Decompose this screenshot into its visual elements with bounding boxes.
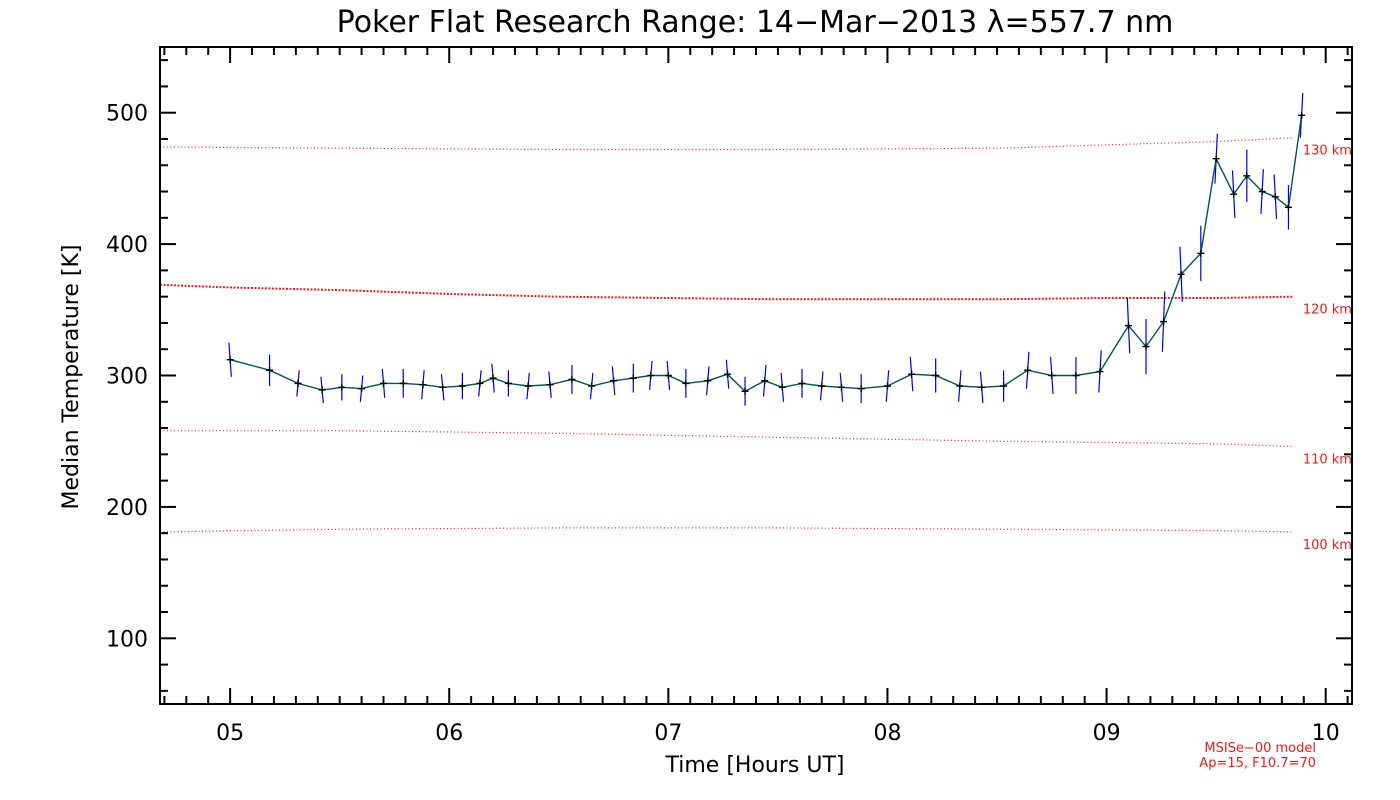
data-point <box>294 379 302 387</box>
x-tick-label: 06 <box>435 721 463 746</box>
data-point <box>1000 382 1008 390</box>
data-point <box>419 381 427 389</box>
data-point <box>664 372 672 379</box>
data-point <box>837 383 845 391</box>
data-point <box>818 382 826 390</box>
x-tick-label: 10 <box>1312 721 1340 746</box>
data-point <box>358 385 366 393</box>
data-point <box>524 382 532 390</box>
chart-title: Poker Flat Research Range: 14−Mar−2013 λ… <box>337 5 1174 40</box>
data-point <box>588 382 596 390</box>
y-tick-label: 100 <box>106 627 148 652</box>
data-point <box>1271 193 1279 201</box>
data-point <box>1197 249 1205 257</box>
y-tick-label: 400 <box>106 233 148 258</box>
data-point <box>682 379 690 387</box>
data-point <box>1024 366 1032 374</box>
model-curve-label-100-km: 100 km <box>1303 538 1352 553</box>
data-point <box>857 385 865 393</box>
data-point <box>226 356 234 364</box>
x-tick-label: 07 <box>654 721 682 746</box>
model-curve-label-130-km: 130 km <box>1303 144 1352 159</box>
data-point <box>380 379 387 387</box>
data-point <box>1096 368 1104 376</box>
data-point <box>568 375 576 383</box>
x-tick-label: 09 <box>1093 721 1121 746</box>
data-point <box>883 382 891 390</box>
data-point <box>1284 203 1292 211</box>
data-point <box>476 379 484 387</box>
data-point <box>1212 155 1220 163</box>
data-point <box>647 372 655 379</box>
x-tick-label: 05 <box>216 721 244 746</box>
data-point <box>956 382 964 390</box>
model-curves-layer: 130 km 120 km 110 km 100 km <box>159 137 1352 553</box>
model-curve-130-km <box>159 137 1293 151</box>
data-point <box>704 377 712 385</box>
data-point <box>761 377 769 385</box>
y-tick-label: 300 <box>106 365 148 390</box>
data-point <box>1177 270 1185 278</box>
data-point <box>610 377 618 385</box>
y-axis-title: Median Temperature [K] <box>59 245 84 510</box>
x-axis-title: Time [Hours UT] <box>665 753 845 778</box>
model-curve-100-km <box>159 527 1293 533</box>
y-tick-label: 200 <box>106 496 148 521</box>
x-tick-label: 08 <box>873 721 901 746</box>
data-point <box>1298 111 1306 119</box>
model-curve-110-km <box>160 430 1293 448</box>
data-series-layer <box>226 92 1306 406</box>
data-point <box>1142 343 1150 351</box>
data-point <box>1230 190 1238 198</box>
data-point <box>1243 172 1251 180</box>
data-point <box>724 370 732 378</box>
data-point <box>741 387 749 395</box>
data-point <box>908 370 916 378</box>
data-point <box>1160 318 1168 326</box>
data-point <box>798 379 806 387</box>
model-curve-120-km <box>159 283 1293 301</box>
data-point <box>546 381 554 389</box>
data-point <box>266 366 274 374</box>
model-curve-label-120-km: 120 km <box>1303 303 1352 318</box>
data-point <box>318 386 326 394</box>
data-point <box>1072 372 1080 379</box>
data-point <box>504 379 512 387</box>
data-point <box>338 383 346 391</box>
model-curve-label-110-km: 110 km <box>1303 452 1352 467</box>
axes: 05 06 07 08 09 10 100 200 300 400 500 <box>106 46 1353 746</box>
series-line <box>229 115 1303 393</box>
data-point <box>1258 188 1266 196</box>
data-point <box>778 383 786 391</box>
data-point <box>932 372 940 379</box>
data-point <box>399 379 407 387</box>
data-point <box>489 374 497 382</box>
data-point <box>629 374 637 382</box>
model-note-line-2: Ap=15, F10.7=70 <box>1199 756 1316 771</box>
data-point <box>1125 322 1132 330</box>
data-point <box>1048 372 1056 379</box>
model-note-line-1: MSISe−00 model <box>1204 741 1316 756</box>
data-point <box>439 383 447 391</box>
data-point <box>978 383 986 391</box>
data-point <box>458 382 466 390</box>
plot-frame <box>159 46 1353 705</box>
y-tick-label: 500 <box>106 102 148 127</box>
